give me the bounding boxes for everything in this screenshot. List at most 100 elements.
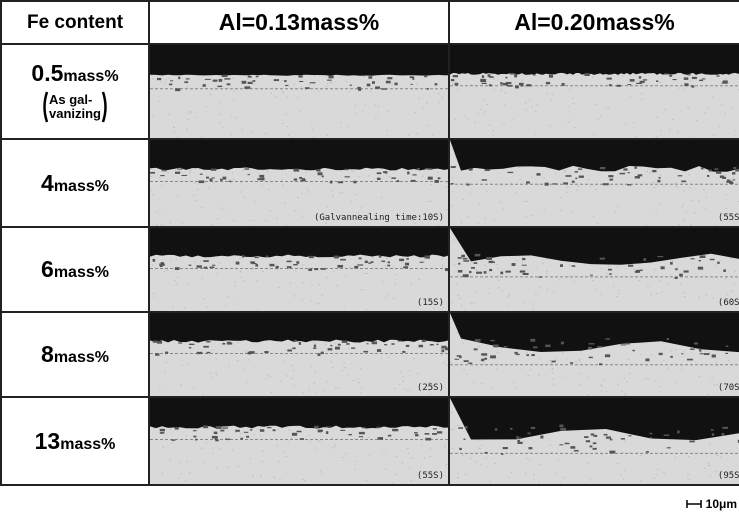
alloy-grain: [500, 271, 504, 275]
alloy-grain: [450, 166, 456, 169]
speckle: [233, 90, 236, 92]
speckle: [187, 283, 189, 285]
speckle: [403, 388, 405, 390]
speckle: [569, 88, 571, 90]
speckle: [254, 201, 256, 203]
alloy-grain: [698, 348, 701, 350]
speckle: [409, 370, 411, 372]
alloy-grain: [412, 77, 415, 80]
speckle: [678, 223, 680, 225]
speckle: [525, 269, 528, 271]
alloy-grain: [469, 270, 472, 274]
speckle: [369, 454, 371, 456]
speckle: [354, 468, 356, 470]
speckle: [290, 378, 293, 380]
bracket: [101, 91, 107, 123]
alloy-grain: [490, 339, 495, 342]
speckle: [193, 194, 195, 196]
speckle: [535, 110, 537, 112]
alloy-grain: [510, 427, 513, 430]
alloy-grain: [627, 184, 632, 186]
speckle: [334, 446, 336, 448]
speckle: [702, 189, 705, 191]
speckle: [601, 454, 603, 456]
speckle: [729, 86, 732, 88]
fe-unit: mass%: [60, 435, 116, 453]
alloy-grain: [559, 424, 564, 428]
speckle: [538, 357, 541, 359]
fe-number: 4: [41, 169, 54, 196]
speckle: [390, 83, 393, 85]
speckle: [707, 465, 709, 467]
speckle: [265, 220, 267, 222]
speckle: [249, 458, 252, 460]
speckle: [494, 462, 496, 464]
speckle: [180, 473, 182, 475]
speckle: [578, 359, 581, 361]
alloy-grain: [587, 346, 593, 350]
alloy-grain: [721, 432, 725, 436]
alloy-grain: [362, 427, 366, 429]
speckle: [456, 274, 459, 276]
speckle: [564, 171, 567, 173]
alloy-grain: [150, 171, 155, 174]
speckle: [182, 223, 185, 225]
speckle: [392, 482, 394, 484]
speckle: [549, 360, 551, 362]
speckle: [187, 364, 189, 366]
alloy-grain: [717, 261, 720, 264]
speckle: [430, 447, 432, 449]
alloy-grain: [590, 274, 593, 276]
alloy-grain: [404, 262, 410, 266]
alloy-grain: [715, 171, 722, 174]
speckle: [707, 393, 709, 395]
speckle: [255, 77, 258, 79]
speckle: [301, 264, 304, 266]
speckle: [483, 363, 486, 365]
alloy-grain: [346, 343, 350, 345]
speckle: [446, 271, 448, 273]
alloy-grain: [184, 81, 189, 84]
alloy-grain: [525, 181, 530, 184]
speckle: [212, 349, 214, 351]
speckle: [576, 189, 579, 191]
speckle: [294, 270, 297, 272]
speckle: [513, 382, 515, 384]
alloy-grain: [670, 261, 673, 265]
alloy-grain: [188, 347, 192, 349]
speckle: [210, 376, 213, 378]
alloy-grain: [620, 438, 625, 440]
speckle: [276, 217, 278, 219]
speckle: [219, 113, 222, 115]
alloy-grain: [159, 428, 166, 432]
speckle: [160, 185, 163, 187]
coating-dark: [450, 140, 739, 172]
alloy-grain: [516, 437, 522, 439]
speckle: [716, 384, 718, 386]
alloy-grain: [530, 426, 536, 429]
speckle: [291, 365, 293, 367]
speckle: [261, 460, 264, 462]
speckle: [519, 178, 522, 180]
speckle: [655, 380, 657, 382]
speckle: [314, 391, 317, 393]
speckle: [176, 195, 179, 197]
alloy-grain: [371, 341, 378, 345]
speckle: [731, 290, 733, 292]
alloy-grain: [188, 343, 195, 346]
speckle: [655, 473, 658, 475]
alloy-grain: [722, 176, 727, 179]
alloy-grain: [387, 264, 391, 267]
speckle: [384, 468, 387, 470]
micrograph: [150, 140, 448, 226]
alloy-grain: [317, 172, 323, 176]
alloy-grain: [366, 343, 369, 345]
fe-unit: mass%: [53, 349, 109, 366]
alloy-grain: [605, 338, 611, 340]
speckle: [692, 255, 694, 257]
speckle: [283, 360, 285, 362]
speckle: [565, 358, 568, 360]
speckle: [177, 276, 179, 278]
speckle: [463, 369, 465, 371]
